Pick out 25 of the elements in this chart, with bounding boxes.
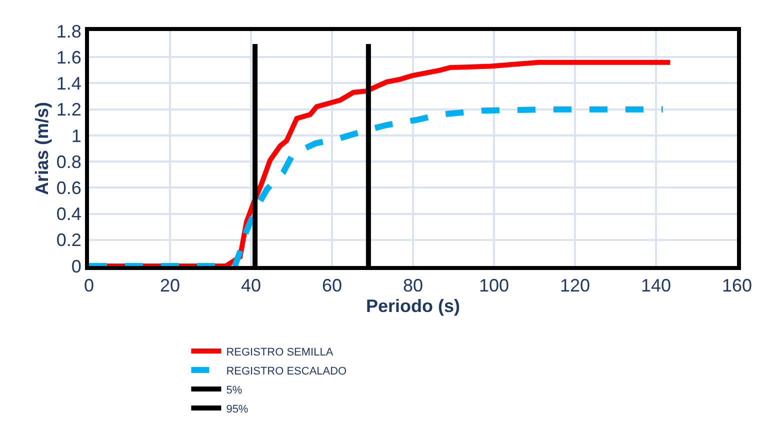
x-tick-label: 140 xyxy=(640,276,672,296)
y-tick-label: 0.4 xyxy=(56,204,82,224)
x-tick-label: 40 xyxy=(240,276,262,296)
y-tick-label: 0 xyxy=(71,256,82,276)
y-tick-label: 1.8 xyxy=(56,21,82,42)
x-tick-label: 0 xyxy=(84,276,94,296)
y-tick-label: 1 xyxy=(71,126,82,146)
y-axis-title: Arias (m/s) xyxy=(32,102,52,196)
y-tick-label: 0.6 xyxy=(56,178,82,198)
y-tick-label: 1.6 xyxy=(56,47,82,68)
legend-label: 5% xyxy=(226,384,242,396)
legend-label: REGISTRO ESCALADO xyxy=(226,365,348,378)
x-axis-title: Periodo (s) xyxy=(366,296,460,316)
x-tick-label: 100 xyxy=(478,276,510,296)
x-tick-label: 160 xyxy=(722,276,752,296)
y-tick-label: 0.8 xyxy=(56,152,82,172)
y-tick-label: 1.4 xyxy=(56,74,82,94)
legend-label: REGISTRO SEMILLA xyxy=(226,346,334,358)
x-tick-label: 60 xyxy=(322,276,342,296)
x-tick-label: 120 xyxy=(560,276,590,296)
y-tick-label: 0.2 xyxy=(56,230,82,250)
y-tick-label: 1.2 xyxy=(56,100,82,120)
x-tick-label: 20 xyxy=(160,276,180,296)
legend-label: 95% xyxy=(226,403,248,416)
x-tick-label: 80 xyxy=(402,276,424,296)
